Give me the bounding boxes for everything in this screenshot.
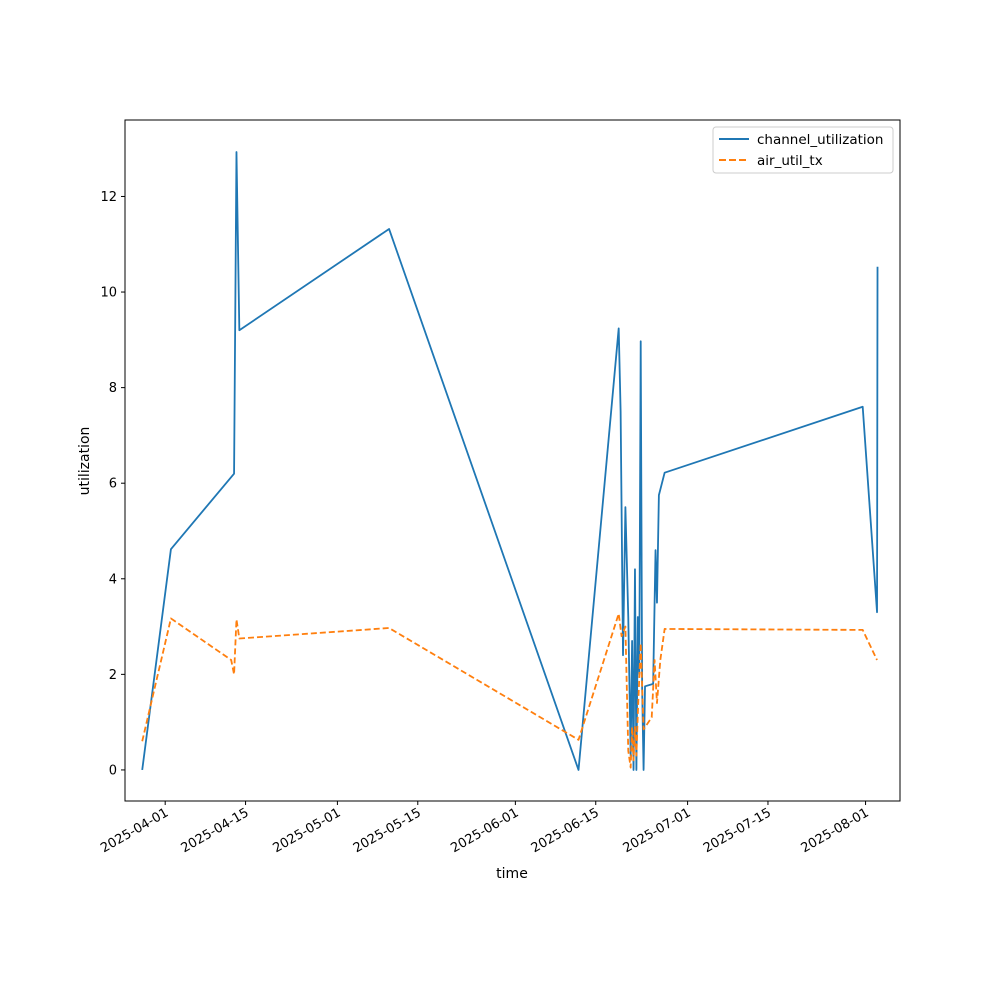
y-tick-label: 10 [100, 286, 117, 301]
y-tick-label: 0 [109, 763, 117, 778]
y-tick-label: 8 [109, 381, 117, 396]
y-axis-title: utilization [77, 427, 93, 496]
axes-background [125, 120, 900, 801]
legend: channel_utilization air_util_tx [712, 126, 894, 174]
plot-area [124, 119, 901, 802]
series-line-air-util-tx [141, 612, 878, 769]
series-line-channel-utilization [141, 151, 879, 771]
legend-label-air-util-tx: air_util_tx [757, 153, 823, 169]
x-axis-title: time [496, 866, 528, 882]
legend-box [712, 126, 894, 174]
legend-label-channel-utilization: channel_utilization [757, 132, 884, 148]
y-tick-label: 4 [109, 572, 117, 587]
y-tick-label: 6 [109, 477, 117, 492]
axes-frame [124, 119, 901, 802]
y-axis: 0 2 4 6 8 10 12 [100, 190, 125, 778]
series-layer [141, 151, 879, 771]
y-tick-label: 2 [109, 668, 117, 683]
y-tick-label: 12 [100, 190, 117, 205]
